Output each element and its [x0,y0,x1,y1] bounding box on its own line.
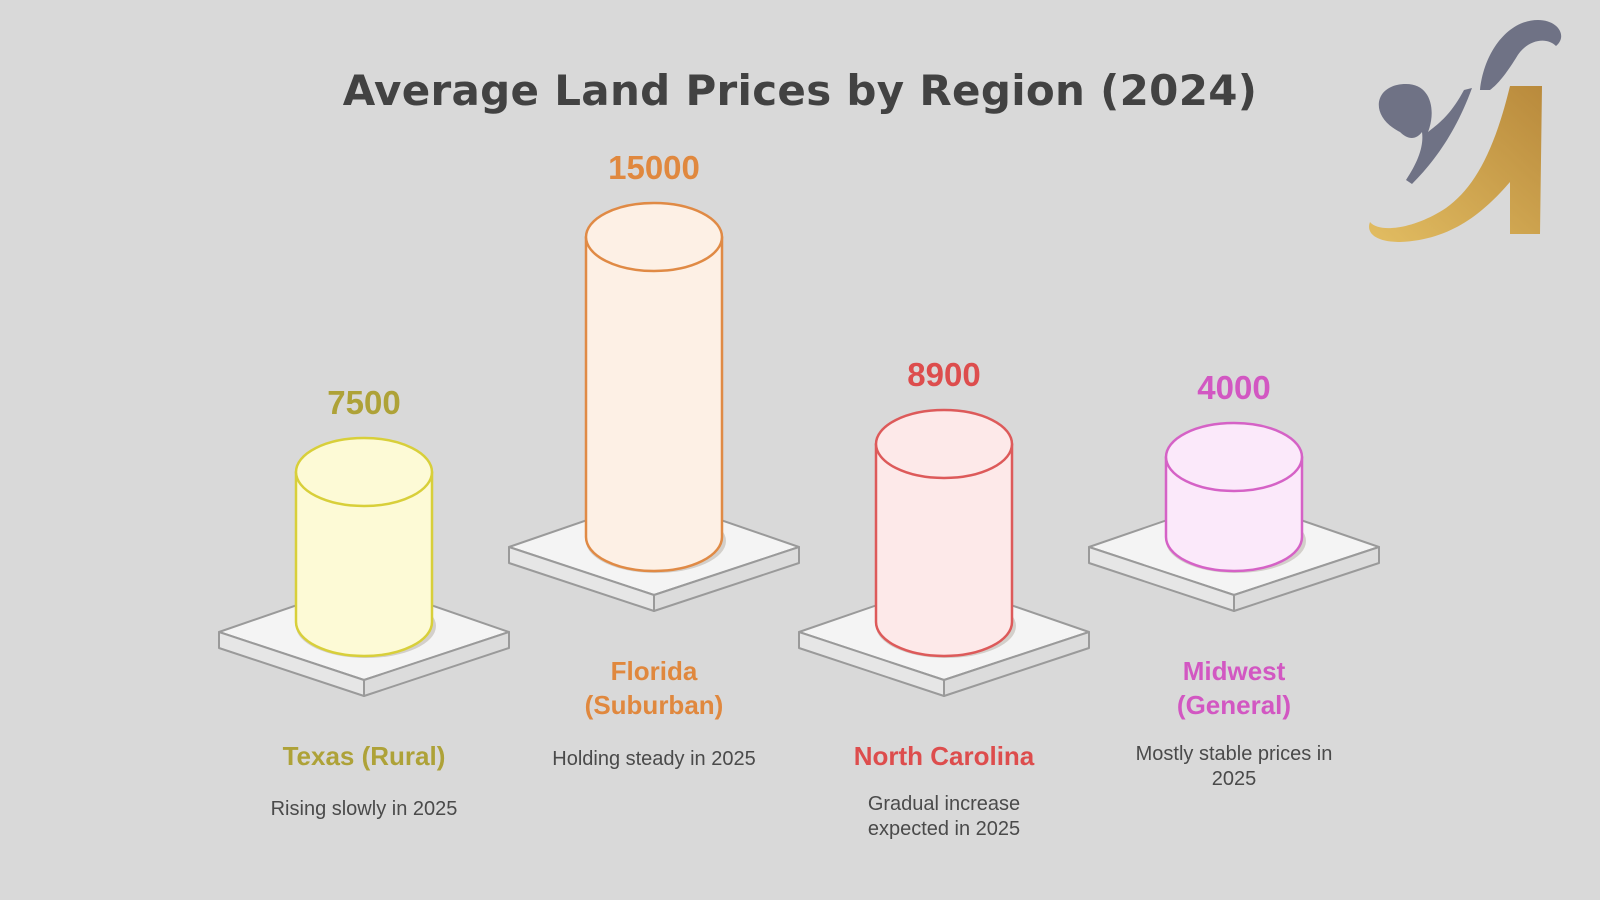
bar-top-cap [584,201,724,273]
category-note: expected in 2025 [868,818,1020,840]
logo-grey-loop [1378,84,1472,184]
brand-logo-icon [1369,20,1562,242]
bar-top-cap [1164,421,1304,493]
bar [874,442,1014,658]
bar-group: 4000 Midwest (General) Mostly stable prices… [1088,369,1380,790]
category-note: Rising slowly in 2025 [271,798,458,820]
bar [294,470,434,658]
category-note: Gradual increase [868,793,1020,815]
category-label: Midwest [1183,656,1286,686]
category-label: (Suburban) [585,690,724,720]
platform-right-face [653,546,800,612]
bar-top-cap [874,408,1014,480]
chart-title: Average Land Prices by Region (2024) [342,66,1258,115]
category-note: Holding steady in 2025 [552,748,755,770]
category-label: North Carolina [854,741,1035,771]
data-label: 7500 [327,384,400,421]
bar-top-cap [294,436,434,508]
bar-group: 15000 Florida (Suburban) Holding steady in … [508,149,800,770]
platform-right-face [943,631,1090,697]
category-label: Florida [611,656,698,686]
platform-right-face [1233,546,1380,612]
data-label: 15000 [608,149,700,186]
platform-right-face [363,631,510,697]
category-label: Texas (Rural) [283,741,446,771]
category-note: 2025 [1212,768,1257,790]
bar [584,235,724,573]
category-label: (General) [1177,690,1291,720]
data-label: 8900 [907,356,980,393]
category-note: Mostly stable prices in [1136,743,1333,765]
bar-group: 8900 North Carolina Gradual increase expect… [798,356,1090,840]
logo-grey-swash [1480,20,1562,90]
data-label: 4000 [1197,369,1270,406]
bar-group: 7500 Texas (Rural) Rising slowly in 2025 [218,384,510,820]
logo-gold-swash [1369,86,1542,242]
